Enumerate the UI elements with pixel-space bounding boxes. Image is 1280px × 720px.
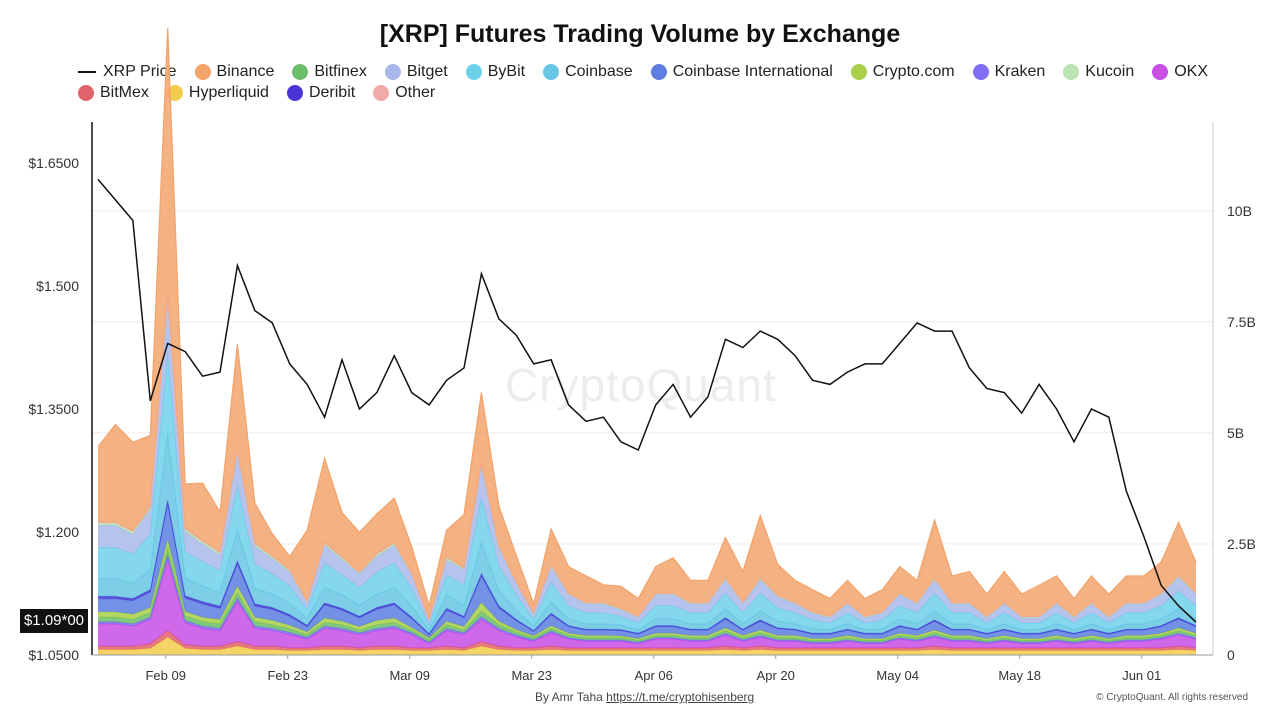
y-left-tick-label: $1.200 <box>36 524 79 540</box>
x-tick-label: Feb 09 <box>145 668 185 683</box>
area-edge-binance <box>97 27 1197 609</box>
footer-author: By Amr Taha <box>535 690 603 704</box>
legend-item-other[interactable]: Other <box>373 83 435 103</box>
legend-item-coinbase[interactable]: Coinbase <box>543 62 633 82</box>
x-tick-label: Apr 06 <box>635 668 673 683</box>
x-tick-label: Feb 23 <box>267 668 307 683</box>
legend-item-deribit[interactable]: Deribit <box>286 83 356 103</box>
legend-dot-swatch <box>292 64 309 80</box>
legend-label: Other <box>395 84 436 101</box>
legend-label: Coinbase International <box>672 63 833 80</box>
legend-label: Binance <box>216 63 275 80</box>
legend-label: Crypto.com <box>872 63 955 80</box>
legend-item-coinbase-international[interactable]: Coinbase International <box>650 62 833 82</box>
footer-link[interactable]: https://t.me/cryptohisenberg <box>606 690 755 704</box>
legend-line-swatch <box>78 71 96 73</box>
legend-dot-swatch <box>850 64 867 80</box>
area-series-bitmex <box>98 630 1196 651</box>
legend-item-bitfinex[interactable]: Bitfinex <box>292 62 367 82</box>
legend-label: Deribit <box>308 84 356 101</box>
legend-dot-swatch <box>286 85 303 101</box>
current-price-badge: $1.09*00 <box>20 609 88 633</box>
x-tick-label: May 04 <box>876 668 919 683</box>
legend-label: ByBit <box>487 63 526 80</box>
legend-label: XRP Price <box>103 63 177 80</box>
legend-item-kraken[interactable]: Kraken <box>972 62 1046 82</box>
legend-item-bitget[interactable]: Bitget <box>384 62 448 82</box>
area-series-okx <box>98 559 1196 648</box>
x-tick-label: Mar 09 <box>389 668 429 683</box>
x-tick-label: Apr 20 <box>757 668 795 683</box>
y-left-tick-label: $1.3500 <box>28 401 79 417</box>
legend-item-bitmex[interactable]: BitMex <box>78 83 149 103</box>
legend-label: Hyperliquid <box>188 84 269 101</box>
watermark: CryptoQuant <box>505 359 777 411</box>
y-right-tick-label: 5B <box>1227 425 1244 441</box>
legend-dot-swatch <box>972 64 989 80</box>
legend-item-binance[interactable]: Binance <box>194 62 275 82</box>
legend-dot-swatch <box>1063 64 1080 80</box>
legend-dot-swatch <box>543 64 560 80</box>
y-left-tick-label: $1.0500 <box>28 647 79 663</box>
footer-copyright: © CryptoQuant. All rights reserved <box>1096 692 1248 703</box>
y-left-tick-label: $1.500 <box>36 278 79 294</box>
x-tick-label: May 18 <box>998 668 1041 683</box>
legend-label: Kucoin <box>1085 63 1135 80</box>
area-series-binance <box>98 27 1196 620</box>
legend-item-xrp-price[interactable]: XRP Price <box>78 62 177 82</box>
legend-label: Kraken <box>994 63 1046 80</box>
legend-dot-swatch <box>78 85 94 101</box>
legend-label: Bitfinex <box>314 63 367 80</box>
legend-label: OKX <box>1174 63 1209 80</box>
legend-item-kucoin[interactable]: Kucoin <box>1063 62 1134 82</box>
y-right-tick-label: 0 <box>1227 647 1235 663</box>
chart-title: [XRP] Futures Trading Volume by Exchange <box>379 20 901 48</box>
legend-label: BitMex <box>100 84 149 101</box>
legend-dot-swatch <box>373 85 390 101</box>
y-right-tick-label: 7.5B <box>1227 314 1256 330</box>
x-tick-label: Jun 01 <box>1122 668 1161 683</box>
y-right-tick-label: 2.5B <box>1227 536 1256 552</box>
legend-row-1: XRP Price Binance Bitfinex Bitget ByBit Coinb… <box>78 62 1238 82</box>
legend-dot-swatch <box>465 64 482 80</box>
y-left-tick-label: $1.6500 <box>28 155 79 171</box>
price-line-xrp <box>97 178 1197 623</box>
legend-row-2: BitMex Hyperliquid Deribit Other <box>78 83 1238 103</box>
legend-dot-swatch <box>650 64 667 80</box>
legend-item-okx[interactable]: OKX <box>1152 62 1208 82</box>
area-edge-crypto-com <box>98 539 1197 640</box>
y-right-tick-label: 10B <box>1227 203 1252 219</box>
x-tick-label: Mar 23 <box>511 668 551 683</box>
legend-dot-swatch <box>384 64 401 80</box>
legend-dot-swatch <box>1152 64 1169 80</box>
legend-item-crypto-com[interactable]: Crypto.com <box>850 62 955 82</box>
legend-label: Coinbase <box>565 63 633 80</box>
legend-dot-swatch <box>194 64 211 80</box>
legend-item-bybit[interactable]: ByBit <box>465 62 526 82</box>
footer-attribution: By Amr Taha https://t.me/cryptohisenberg <box>535 690 754 704</box>
legend-label: Bitget <box>406 63 448 80</box>
